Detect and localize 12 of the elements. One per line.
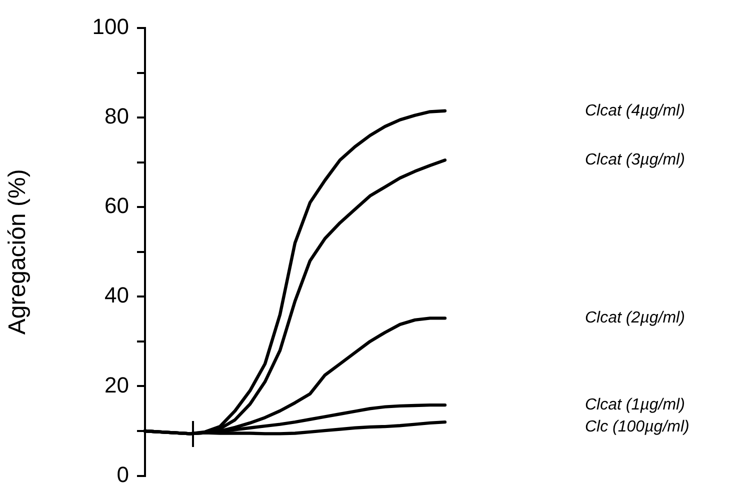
text: Clcat (4µg/ml): [585, 102, 685, 120]
y-tick-label: 20: [104, 372, 129, 398]
text: Clcat (1µg/ml): [585, 396, 685, 414]
y-tick-label: 100: [92, 14, 129, 40]
y-tick-label: 80: [104, 104, 129, 129]
text: Clcat (3µg/ml): [585, 152, 685, 169]
y-axis-title: Agregación (%): [4, 169, 32, 335]
y-tick-label: 0: [116, 462, 129, 487]
y-tick-label: 40: [104, 282, 129, 308]
y-tick-label: 60: [104, 193, 129, 218]
text: Clcat (2µg/ml): [585, 310, 685, 327]
text: Clc (100µg/ml): [585, 418, 690, 436]
